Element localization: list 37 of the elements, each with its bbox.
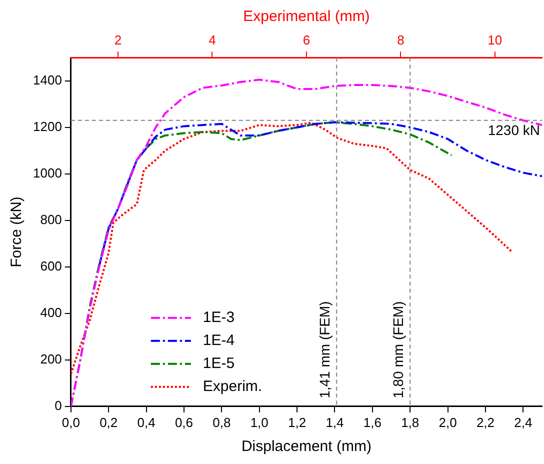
y-axis-title: Force (kN) <box>8 196 26 268</box>
y-tick-label: 200 <box>40 351 62 366</box>
x2-tick-label: 6 <box>302 32 310 48</box>
legend-label: 1E-5 <box>202 355 235 372</box>
x-tick-label: 2,4 <box>514 414 532 430</box>
x2-tick-label: 2 <box>114 32 122 48</box>
x-tick-label: 1,4 <box>326 414 344 430</box>
y-tick-label: 1200 <box>33 118 62 134</box>
x-tick-label: 2,2 <box>476 414 495 430</box>
x2-axis-title: Experimental (mm) <box>243 8 370 26</box>
x-tick-label: 0,8 <box>212 414 231 430</box>
x-tick-label: 0,0 <box>62 414 80 430</box>
x-tick-label: 1,6 <box>363 414 382 430</box>
ref-line-label: 1230 kN <box>488 122 540 138</box>
x-tick-label: 0,4 <box>137 414 156 430</box>
line-series <box>98 121 542 267</box>
x-axis-title: Displacement (mm) <box>241 438 372 456</box>
x-tick-label: 1,2 <box>288 414 306 430</box>
y-tick-label: 800 <box>40 212 62 227</box>
y-tick-label: 1400 <box>33 72 62 88</box>
ref-line-label: 1,41 mm (FEM) <box>316 301 332 398</box>
x-tick-label: 1,8 <box>401 414 420 430</box>
x-tick-label: 2,0 <box>438 414 457 430</box>
x2-tick-label: 8 <box>397 32 404 48</box>
y-tick-label: 600 <box>40 258 62 274</box>
legend-label: 1E-3 <box>202 309 235 326</box>
ref-line-label: 1,80 mm (FEM) <box>390 301 406 398</box>
x-tick-label: 0,2 <box>100 414 118 430</box>
legend-label: Experim. <box>202 378 262 396</box>
y-tick-label: 0 <box>54 398 62 413</box>
x-tick-label: 0,6 <box>174 414 194 430</box>
legend-label: 1E-4 <box>202 332 235 350</box>
x2-tick-label: 4 <box>208 32 216 48</box>
x-tick-label: 1,0 <box>250 414 268 430</box>
y-tick-label: 1000 <box>33 165 62 180</box>
y-tick-label: 400 <box>40 304 62 320</box>
x2-tick-label: 10 <box>488 32 502 48</box>
